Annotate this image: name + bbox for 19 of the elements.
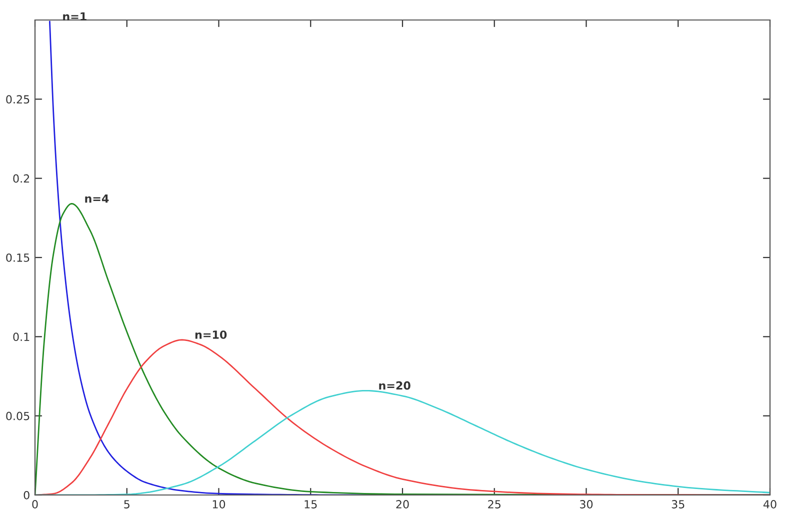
x-tick-label: 20 <box>396 500 409 508</box>
x-tick-label: 15 <box>304 500 317 508</box>
series-label: n=10 <box>195 330 227 339</box>
y-tick-label: 0 <box>24 490 30 500</box>
x-tick-label: 25 <box>488 500 500 508</box>
y-tick-label: 0.2 <box>13 174 30 183</box>
x-tick-label: 40 <box>763 500 776 508</box>
y-tick-label: 0.15 <box>6 253 30 262</box>
series-label: n=20 <box>379 381 410 390</box>
series-label: n=4 <box>85 194 109 203</box>
x-tick-label: 30 <box>580 500 593 508</box>
y-tick-label: 0.1 <box>13 332 30 342</box>
y-tick-label: 0.05 <box>6 412 30 420</box>
series-label: n=1 <box>63 12 86 20</box>
x-tick-label: 5 <box>124 500 130 508</box>
x-tick-label: 0 <box>32 500 38 508</box>
y-tick-label: 0.25 <box>6 95 30 104</box>
x-tick-label: 10 <box>212 500 226 508</box>
x-tick-label: 35 <box>672 500 684 508</box>
